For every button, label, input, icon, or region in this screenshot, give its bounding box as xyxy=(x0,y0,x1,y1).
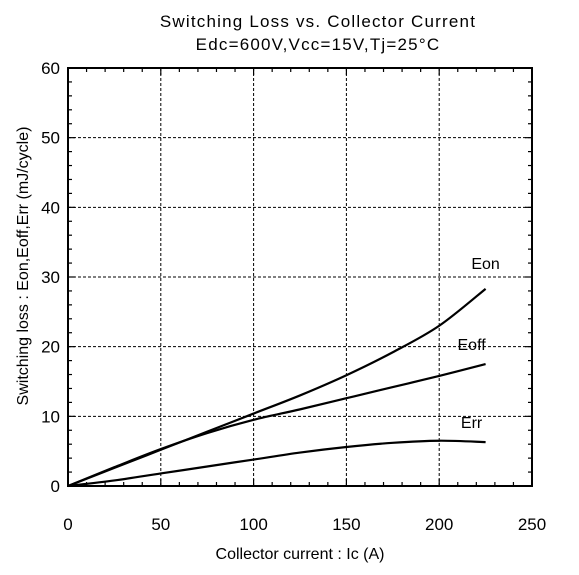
plot-frame xyxy=(67,67,533,487)
grid xyxy=(68,68,532,486)
series-label-err: Err xyxy=(461,415,483,432)
x-tick-label: 50 xyxy=(151,515,170,534)
series-annotations: Eon Eoff Err xyxy=(458,256,500,432)
x-axis-label: Collector current : Ic (A) xyxy=(216,546,385,563)
y-tick-label: 50 xyxy=(41,129,60,148)
x-tick-label: 250 xyxy=(518,515,546,534)
x-tick-label: 150 xyxy=(332,515,360,534)
series-line-eoff xyxy=(67,363,486,488)
series-label-eoff: Eoff xyxy=(458,337,487,354)
y-tick-label: 0 xyxy=(51,477,60,496)
y-axis-label: Switching loss : Eon,Eoff,Err (mJ/cycle) xyxy=(15,127,32,406)
x-tick-label: 100 xyxy=(239,515,267,534)
series-lines xyxy=(67,287,487,488)
y-tick-label: 20 xyxy=(41,338,60,357)
x-tick-label: 0 xyxy=(63,515,72,534)
y-tick-label: 40 xyxy=(41,198,60,217)
y-tick-label: 10 xyxy=(41,407,60,426)
series-line-err xyxy=(67,439,486,488)
y-tick-label: 30 xyxy=(41,268,60,287)
tick-labels: 0 50 100 150 200 250 0 10 20 30 40 50 60 xyxy=(41,59,546,534)
x-tick-label: 200 xyxy=(425,515,453,534)
y-tick-label: 60 xyxy=(41,59,60,78)
series-label-eon: Eon xyxy=(471,256,499,273)
chart-subtitle: Edc=600V,Vcc=15V,Tj=25°C xyxy=(196,35,441,54)
chart-title: Switching Loss vs. Collector Current xyxy=(160,12,476,31)
